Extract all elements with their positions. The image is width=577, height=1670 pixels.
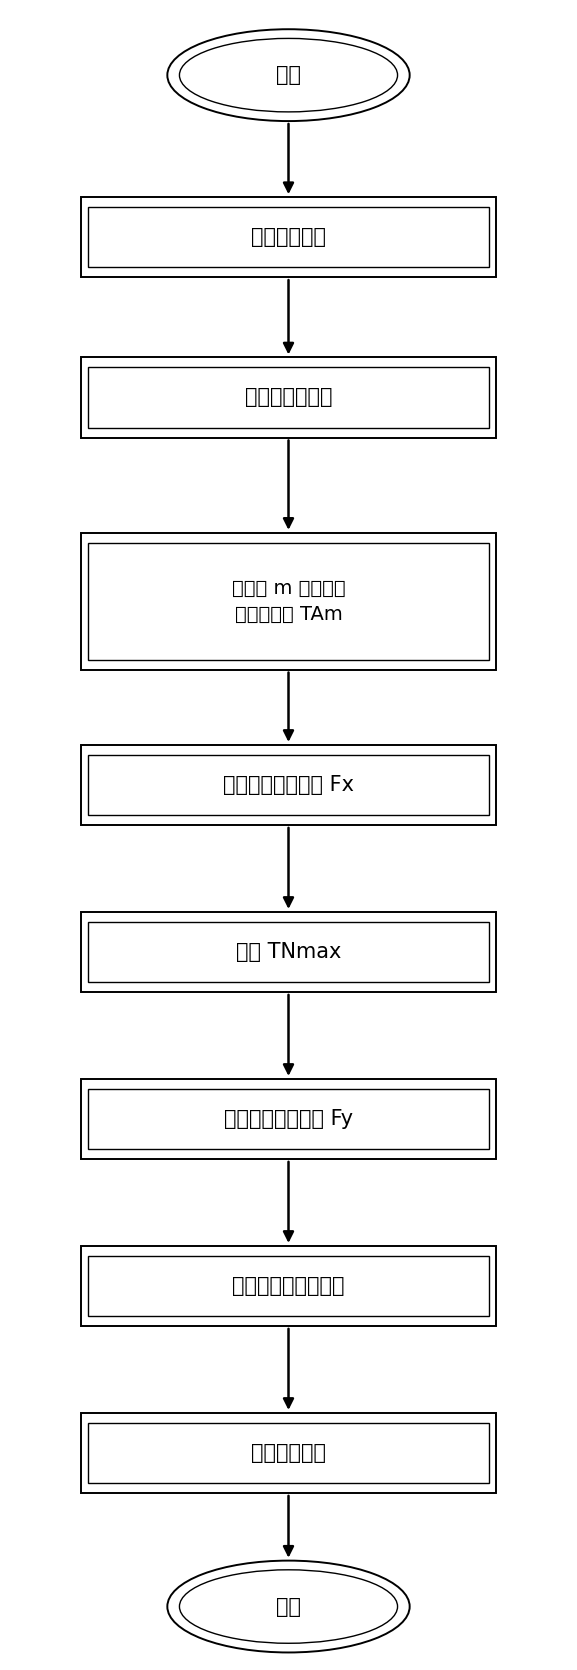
Bar (88, 367, 489, 428)
Text: 查找 TNmax: 查找 TNmax (236, 942, 341, 962)
Bar (81, 1079, 496, 1159)
Bar (88, 1423, 489, 1483)
Text: 计算纵向绘图系数 Fy: 计算纵向绘图系数 Fy (224, 1109, 353, 1129)
Text: 结束: 结束 (276, 1597, 301, 1617)
Text: 计算第 m 道工序的
时间累加值 TAm: 计算第 m 道工序的 时间累加值 TAm (232, 578, 345, 625)
Bar (81, 197, 496, 277)
Bar (81, 357, 496, 438)
Bar (88, 207, 489, 267)
Ellipse shape (167, 30, 410, 122)
Bar (88, 1089, 489, 1149)
Bar (88, 755, 489, 815)
Ellipse shape (167, 1560, 410, 1653)
Bar (88, 543, 489, 660)
Bar (81, 533, 496, 670)
Text: 计算曲线上各点坐标: 计算曲线上各点坐标 (233, 1276, 344, 1296)
Bar (88, 922, 489, 982)
Bar (81, 912, 496, 992)
Text: 读取工艺参数: 读取工艺参数 (251, 227, 326, 247)
Text: 开始: 开始 (276, 65, 301, 85)
Bar (81, 745, 496, 825)
Text: 绘制加热曲线: 绘制加热曲线 (251, 1443, 326, 1463)
Text: 计算横向绘图系数 Fx: 计算横向绘图系数 Fx (223, 775, 354, 795)
Bar (88, 1256, 489, 1316)
Bar (81, 1246, 496, 1326)
Bar (81, 1413, 496, 1493)
Text: 建立绘图坐标系: 建立绘图坐标系 (245, 387, 332, 407)
